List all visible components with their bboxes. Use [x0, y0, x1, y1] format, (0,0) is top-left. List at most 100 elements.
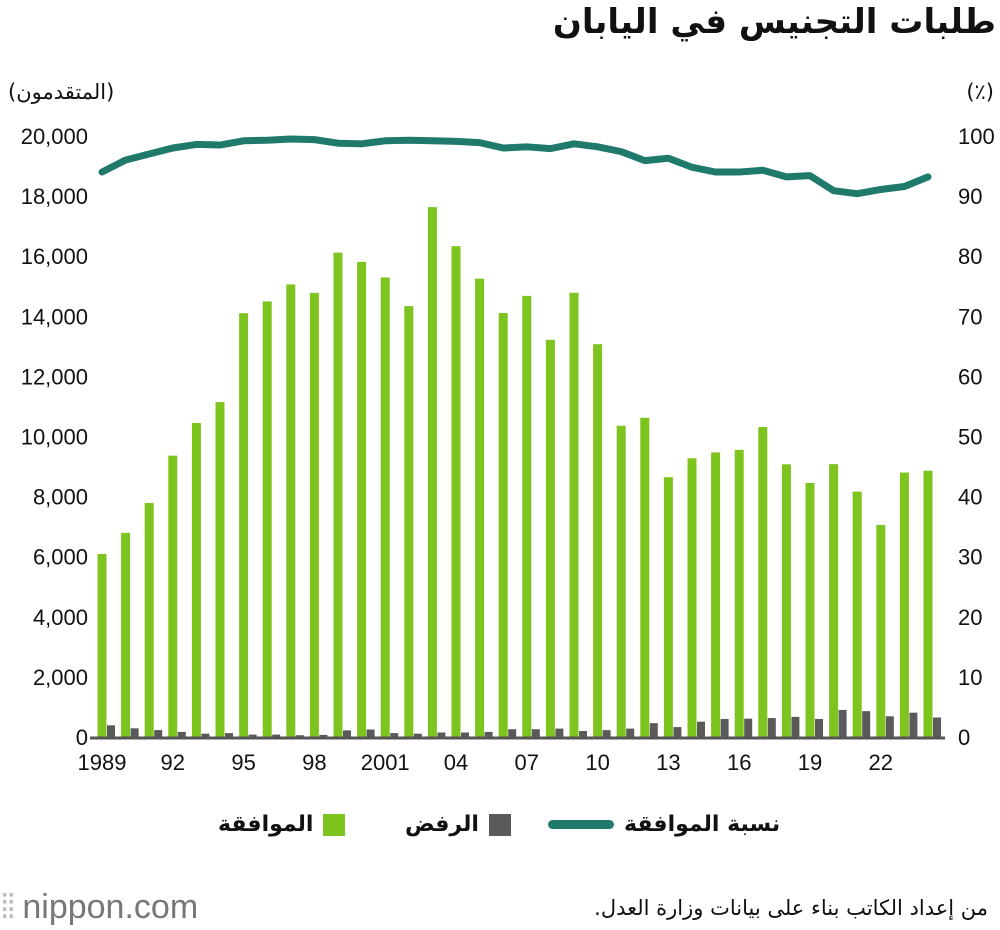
rejected-bar — [343, 730, 351, 737]
left-tick-label: 8,000 — [33, 485, 88, 510]
approved-bar — [734, 449, 744, 737]
x-tick-label: 07 — [515, 750, 539, 775]
approved-bar — [404, 306, 414, 737]
rejected-bar — [815, 718, 823, 737]
right-tick-label: 30 — [958, 545, 982, 570]
rejected-bar — [295, 735, 304, 737]
legend-line-swatch — [548, 820, 614, 829]
approved-bar — [522, 295, 532, 737]
rejected-bar — [272, 734, 281, 737]
approved-bar — [593, 344, 603, 737]
rejected-bar — [649, 723, 658, 737]
left-tick-label: 0 — [76, 725, 88, 750]
rejected-bar — [602, 730, 611, 737]
legend-line-label: نسبة الموافقة — [624, 812, 781, 837]
left-tick-label: 16,000 — [21, 244, 88, 269]
approved-bar — [357, 261, 367, 737]
left-tick-label: 18,000 — [21, 184, 88, 209]
x-tick-label: 10 — [585, 750, 609, 775]
rejected-bar — [720, 718, 729, 737]
approval-rate-line — [98, 135, 932, 198]
rejected-bar — [484, 731, 493, 737]
right-tick-label: 90 — [958, 184, 982, 209]
x-tick-label: 1989 — [78, 750, 127, 775]
approved-bar — [569, 292, 579, 737]
rejected-bar — [366, 729, 375, 737]
approved-bar — [781, 464, 791, 737]
rejected-bar — [626, 728, 635, 737]
approved-bar — [616, 425, 626, 737]
approved-bar — [923, 470, 933, 737]
rejected-bar — [390, 733, 399, 737]
rejected-bar — [909, 712, 918, 737]
approved-bar — [805, 482, 815, 737]
legend-rejected: الرفض — [405, 812, 511, 837]
left-tick-label: 4,000 — [33, 605, 88, 630]
approved-bar — [286, 284, 296, 737]
approved-bar — [545, 339, 555, 737]
rejected-bar — [862, 711, 871, 737]
approved-bar — [168, 455, 178, 737]
rejected-bar — [767, 718, 776, 737]
approved-bar — [121, 532, 131, 737]
approved-bar — [333, 252, 343, 737]
right-tick-label: 60 — [958, 364, 982, 389]
rejected-bar — [437, 732, 446, 737]
rejected-bar — [201, 733, 210, 737]
legend-approved-label: الموافقة — [218, 812, 314, 837]
legend-rejected-swatch — [488, 813, 511, 836]
legend-approved-swatch — [323, 813, 346, 836]
left-tick-label: 2,000 — [33, 665, 88, 690]
approved-bar — [640, 417, 650, 737]
approved-bar — [309, 292, 319, 737]
rejected-bar — [555, 728, 564, 737]
x-tick-label: 95 — [231, 750, 255, 775]
right-tick-label: 0 — [958, 725, 970, 750]
rejected-bar — [225, 733, 233, 737]
rejected-bar — [248, 734, 257, 737]
nippon-logo: ⁞⁞ nippon.com — [0, 888, 199, 926]
approved-bar — [711, 452, 721, 737]
rejected-bar — [838, 709, 847, 737]
right-tick-label: 20 — [958, 605, 982, 630]
left-axis-label: (المتقدمون) — [8, 80, 115, 104]
chart-title: طلبات التجنيس في اليابان — [552, 2, 996, 42]
approved-bar — [215, 402, 225, 737]
approved-bar — [97, 554, 107, 737]
approved-bar — [380, 277, 390, 737]
rejected-bar — [673, 727, 682, 737]
rejected-bar — [744, 718, 753, 737]
chart-plot: 0 2,000 4,000 6,000 8,000 10,000 12,000 14,000 1… — [21, 124, 995, 775]
left-tick-label: 6,000 — [33, 545, 88, 570]
left-tick-label: 20,000 — [21, 124, 88, 149]
left-tick-label: 14,000 — [21, 304, 88, 329]
right-axis-label: (٪) — [966, 80, 994, 104]
approved-bar — [852, 491, 862, 737]
x-tick-label: 2001 — [361, 750, 410, 775]
rejected-bar — [508, 729, 517, 737]
rejected-bar — [461, 732, 469, 737]
x-tick-label: 13 — [656, 750, 680, 775]
right-tick-label: 100 — [958, 124, 995, 149]
rejected-bar — [130, 728, 139, 737]
left-tick-label: 10,000 — [21, 425, 88, 450]
source-note: من إعداد الكاتب بناء على بيانات وزارة ال… — [594, 896, 988, 920]
rejected-bar — [319, 734, 328, 737]
approved-bar — [427, 207, 437, 737]
approved-bar — [144, 502, 154, 737]
rejected-bar — [791, 716, 800, 737]
approved-bar — [475, 278, 485, 737]
rejected-bar — [107, 725, 115, 737]
approved-bar — [758, 427, 768, 737]
x-tick-label: 19 — [798, 750, 822, 775]
approved-bar — [191, 422, 201, 737]
right-tick-label: 50 — [958, 425, 982, 450]
x-tick-label: 16 — [727, 750, 751, 775]
right-tick-label: 40 — [958, 485, 982, 510]
x-tick-label: 98 — [302, 750, 326, 775]
left-tick-label: 12,000 — [21, 364, 88, 389]
x-tick-label: 04 — [444, 750, 468, 775]
approved-bar — [239, 313, 249, 737]
approved-bar — [829, 464, 839, 737]
rejected-bar — [531, 729, 540, 737]
